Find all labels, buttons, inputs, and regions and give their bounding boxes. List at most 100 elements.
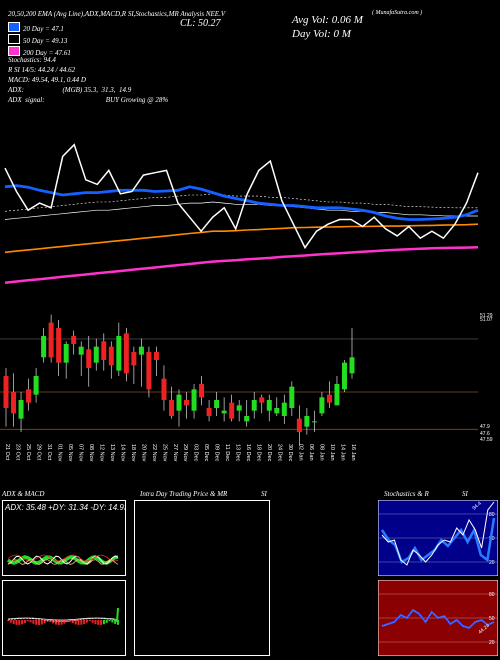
rsi-signal-line: [381, 609, 495, 629]
x-axis-label: 29 Nov: [182, 444, 188, 462]
x-axis-label: 16 Jan: [350, 444, 356, 461]
x-axis-label: 21 Oct: [4, 444, 10, 461]
legend-swatch-magenta: [8, 46, 20, 56]
candle-body: [48, 322, 54, 358]
candle-body: [191, 389, 197, 411]
ema-orange-line: [4, 223, 479, 254]
price-line: [4, 143, 479, 250]
x-axis-label: 23 Oct: [14, 444, 20, 461]
x-axis-label: 20 Dec: [266, 444, 272, 462]
macd-histogram-bar: [114, 620, 117, 624]
x-axis-label: 25 Nov: [161, 444, 167, 462]
x-axis-label: 12 Nov: [98, 444, 104, 462]
x-axis-label: 05 Dec: [203, 444, 209, 462]
macd-histogram-bar: [43, 620, 46, 624]
macd-histogram-bar: [46, 620, 49, 622]
candle-body: [101, 341, 107, 360]
macd-histogram-bar: [26, 620, 29, 622]
rsi-scale-label: 20: [489, 640, 495, 646]
ema-white-line: [4, 201, 478, 220]
macd-histogram-bar: [94, 620, 97, 625]
price-axis-label: 47.6: [480, 431, 490, 437]
candle-body: [86, 349, 92, 368]
adx-line-2: [7, 554, 119, 562]
candle-body: [221, 410, 227, 414]
candle-body: [153, 352, 159, 360]
x-axis-label: 09 Dec: [214, 444, 220, 462]
rsi-scale-label: 50: [489, 616, 495, 622]
price-axis-label: 51.07: [480, 317, 493, 323]
candle-body: [138, 346, 144, 355]
x-axis-label: 25 Oct: [25, 444, 31, 461]
candle-body: [251, 400, 257, 411]
candle-body: [214, 400, 220, 408]
macd-histogram-bar: [111, 620, 114, 623]
stoch-panel-title: Stochastics & R: [384, 490, 429, 498]
x-axis-label: 03 Dec: [193, 444, 199, 462]
ema-blue-line: [4, 184, 479, 221]
legend-ema-200: 200 Day = 47.61: [8, 46, 71, 57]
x-axis-label: 14 Nov: [119, 444, 125, 462]
candle-body: [229, 402, 235, 419]
legend-swatch-white: [8, 34, 20, 44]
macd-histogram-bar: [97, 620, 100, 625]
candle-body: [281, 402, 287, 416]
intraday-panel-title: Intra Day Trading Price & MR: [140, 490, 228, 498]
candle-layer: [0, 314, 478, 446]
candle-body: [71, 336, 77, 344]
x-axis-label: 06 Jan: [308, 444, 314, 461]
candle-body: [93, 346, 99, 363]
x-axis-label: 01 Nov: [56, 444, 62, 462]
macd-histogram-bar: [40, 620, 43, 625]
candle-body: [176, 394, 182, 411]
candle-body: [123, 333, 129, 374]
candle-body: [161, 378, 167, 400]
macd-histogram-bar: [52, 620, 55, 624]
macd-histogram-bar: [7, 620, 9, 621]
stochastics-readout: Stochastics: 94.4: [8, 56, 56, 64]
ema-magenta-line: [4, 246, 479, 284]
macd-histogram-bar: [21, 620, 24, 625]
macd-histogram-bar: [9, 620, 12, 623]
candle-body: [146, 352, 152, 390]
candle-body: [56, 328, 62, 363]
macd-histogram-bar: [71, 620, 74, 624]
candle-body: [184, 400, 190, 406]
macd-histogram-bar: [100, 620, 103, 625]
candle-body: [259, 397, 265, 403]
price-axis-label: 51.29: [480, 313, 493, 319]
macd-histogram-bar: [23, 620, 26, 624]
x-axis-label: 18 Dec: [256, 444, 262, 462]
candle-body: [319, 397, 325, 414]
candle-body: [131, 352, 137, 366]
legend-label: 200 Day = 47.61: [23, 49, 71, 57]
macd-histogram-bar: [83, 620, 86, 624]
legend-swatch-blue: [8, 22, 20, 32]
macd-histogram-bar: [102, 620, 105, 625]
adx-lines: [6, 554, 119, 565]
candle-body: [108, 346, 114, 366]
macd-histogram-bar: [66, 620, 69, 623]
candle-body: [78, 346, 84, 355]
candle-body: [41, 336, 47, 358]
candle-body: [341, 362, 347, 390]
avg-volume: Avg Vol: 0.06 M: [292, 14, 363, 26]
candle-body: [334, 384, 340, 406]
price-axis-label: 47.59: [480, 437, 493, 443]
macd-histogram-bar: [57, 620, 60, 625]
candle-body: [26, 389, 32, 403]
stoch-d-line: [381, 501, 495, 566]
x-axis-label: 18 Nov: [130, 444, 136, 462]
adx-panel-readout: ADX: 35.48 +DY: 31.34 -DY: 14.93: [4, 503, 126, 512]
candle-body: [116, 336, 122, 371]
candle-body: [168, 400, 174, 416]
ema-white-dotted-line: [4, 193, 478, 212]
source-label: ( MunafaSutra.com ): [372, 10, 423, 16]
stoch-value-label: 94.4: [471, 501, 482, 512]
x-axis-label: 08 Jan: [319, 444, 325, 461]
price-axis-label: 47.9: [480, 424, 490, 430]
macd-histogram-bar: [54, 620, 57, 625]
